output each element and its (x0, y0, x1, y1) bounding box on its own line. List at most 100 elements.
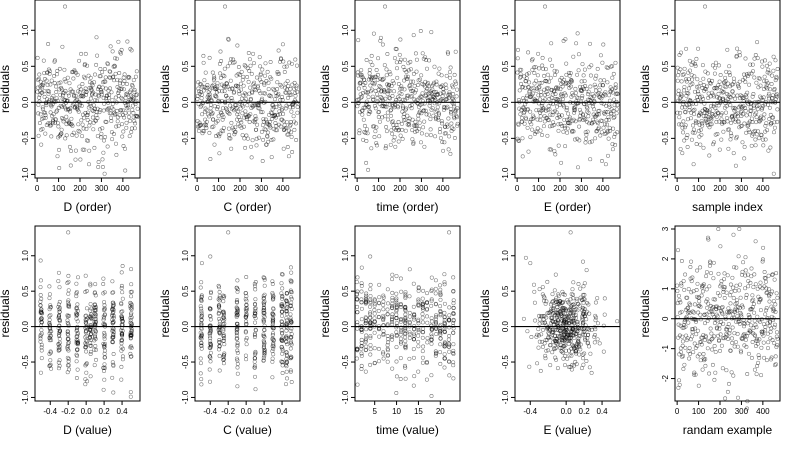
data-point (253, 387, 258, 392)
data-point (276, 91, 281, 96)
data-point (711, 92, 716, 97)
data-point (745, 124, 750, 128)
data-point (714, 114, 719, 119)
data-point (293, 90, 298, 95)
data-point (722, 271, 727, 276)
data-point (214, 86, 219, 91)
data-point (382, 88, 387, 92)
data-point (38, 299, 43, 304)
data-point (199, 306, 204, 311)
data-point (56, 270, 61, 275)
data-point (241, 124, 246, 129)
data-point (89, 343, 94, 348)
data-point (597, 125, 601, 130)
data-point (561, 97, 565, 102)
data-point (429, 319, 434, 324)
data-point (383, 114, 388, 119)
data-point (730, 325, 735, 330)
data-point (124, 103, 129, 108)
data-point (368, 304, 372, 309)
data-point (220, 112, 225, 117)
data-point (200, 112, 205, 117)
data-point (235, 350, 240, 355)
data-point (118, 108, 123, 113)
data-point (767, 71, 772, 76)
data-point (442, 105, 447, 110)
data-point (374, 125, 379, 130)
data-point (398, 86, 403, 91)
data-point (772, 341, 777, 346)
data-point (604, 122, 609, 127)
data-point (686, 70, 691, 75)
data-point (197, 123, 202, 128)
data-point (293, 93, 298, 98)
data-point (773, 354, 778, 359)
data-point (615, 130, 620, 135)
data-point (600, 159, 604, 163)
data-point (98, 74, 103, 79)
data-point (269, 94, 274, 99)
data-point (51, 112, 56, 117)
data-point (774, 291, 779, 296)
data-point (240, 111, 245, 116)
data-point (215, 81, 220, 86)
data-point (738, 295, 743, 300)
data-point (541, 108, 546, 112)
data-point (368, 254, 373, 259)
data-point (394, 274, 399, 279)
data-point (441, 107, 446, 112)
data-point (48, 362, 53, 367)
data-point (713, 349, 718, 354)
data-point (584, 136, 589, 141)
data-point (403, 292, 408, 297)
data-point (731, 93, 736, 98)
data-point (519, 67, 524, 72)
data-point (199, 309, 204, 314)
data-point (688, 352, 692, 356)
data-point (438, 136, 443, 141)
data-point (429, 275, 434, 280)
data-point (395, 66, 399, 71)
data-point (385, 82, 390, 87)
data-point (63, 88, 68, 93)
data-point (254, 75, 259, 80)
data-point (533, 129, 538, 134)
data-point (690, 81, 695, 86)
data-point (112, 112, 117, 117)
data-point (135, 106, 140, 111)
data-point (277, 109, 282, 114)
data-point (400, 136, 405, 141)
data-point (775, 119, 780, 124)
data-point (200, 84, 205, 89)
data-point (88, 352, 93, 356)
data-point (283, 106, 288, 111)
data-point (38, 317, 43, 322)
data-point (377, 282, 382, 287)
data-point (119, 108, 124, 113)
data-point (216, 114, 221, 119)
data-point (67, 144, 72, 149)
data-point (570, 91, 575, 96)
data-point (66, 303, 70, 308)
data-point (359, 306, 364, 311)
data-point (731, 373, 736, 378)
data-point (372, 346, 377, 351)
data-point (694, 84, 699, 89)
y-tick-label: 1.0 (501, 24, 510, 36)
data-point (516, 98, 521, 102)
data-point (56, 360, 61, 365)
panel-7: -0.4 -0.2 0.0 0.2 0.4-1.0-0.50.00.51.0C (val… (158, 225, 301, 437)
data-point (744, 94, 749, 99)
data-point (390, 322, 395, 327)
data-point (723, 396, 728, 401)
data-point (51, 93, 56, 98)
data-point (232, 132, 237, 137)
data-point (730, 336, 734, 341)
data-point (752, 272, 757, 277)
data-point (39, 328, 44, 333)
data-point (128, 354, 133, 359)
data-point (52, 58, 57, 63)
data-point (376, 346, 381, 351)
data-point (119, 364, 124, 369)
data-point (397, 91, 402, 96)
